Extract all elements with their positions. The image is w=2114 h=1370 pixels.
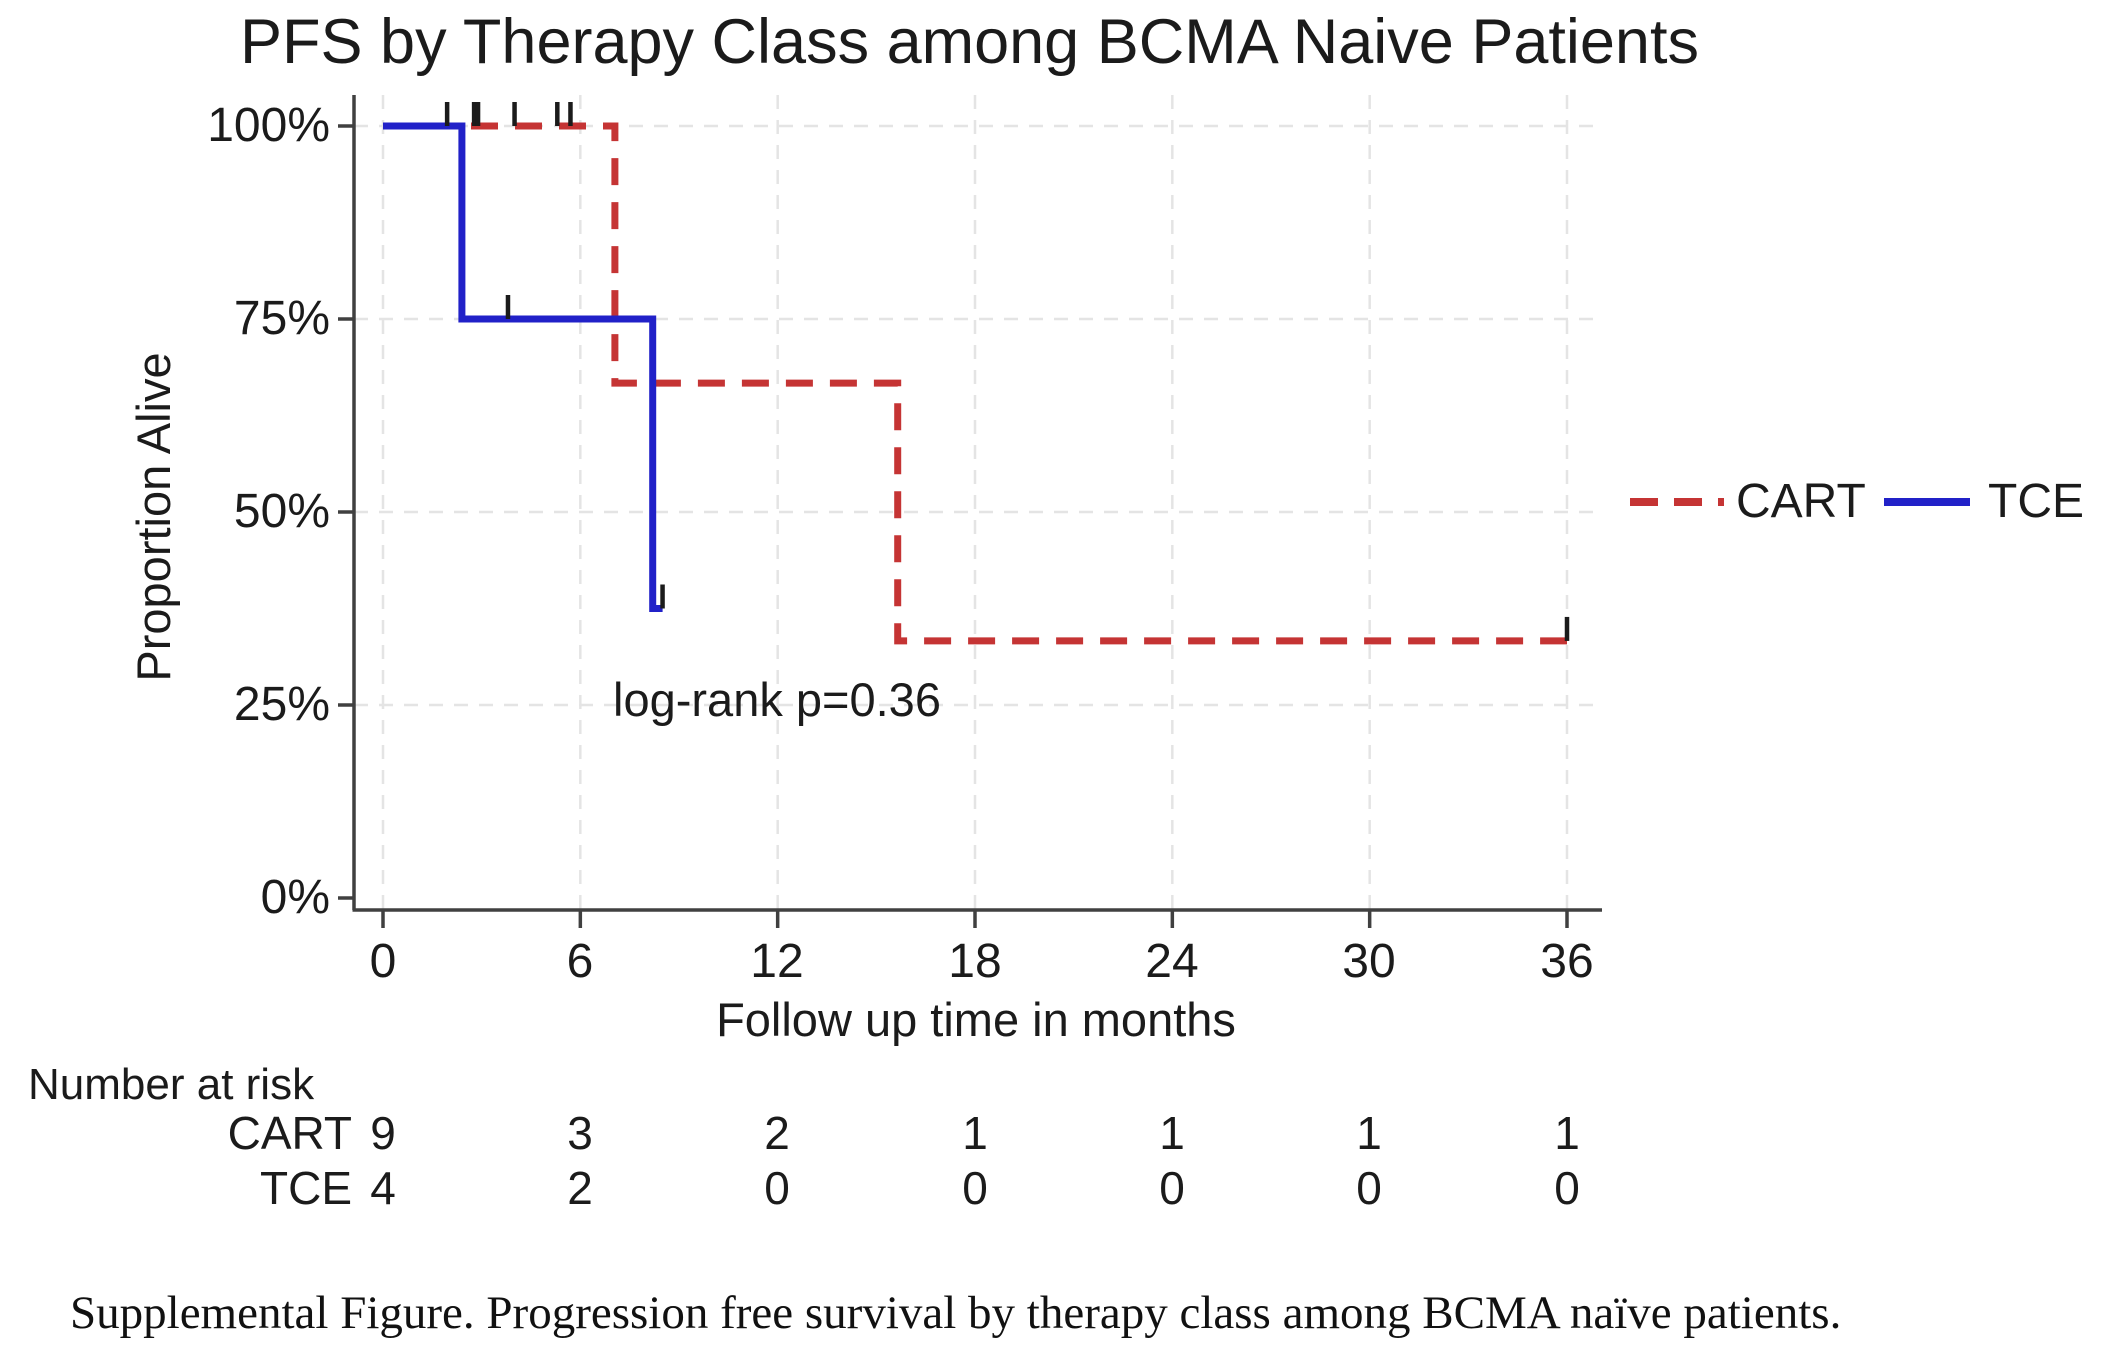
y-tick-label-75: 75% [233, 292, 330, 345]
y-tick-label-25: 25% [233, 678, 330, 731]
risk-tce-36: 0 [1554, 1162, 1580, 1214]
x-axis-title: Follow up time in months [716, 993, 1236, 1046]
risk-tce-24: 0 [1159, 1162, 1185, 1214]
risk-row-label-tce: TCE [260, 1162, 352, 1214]
log-rank-annotation: log-rank p=0.36 [613, 673, 941, 726]
y-tick-label-100: 100% [207, 99, 330, 152]
x-tick-label-18: 18 [948, 935, 1002, 988]
risk-cart-0: 9 [370, 1107, 396, 1159]
risk-tce-0: 4 [370, 1162, 396, 1214]
risk-tce-18: 0 [962, 1162, 988, 1214]
survival-curve-tce [383, 122, 663, 612]
x-tick-label-30: 30 [1342, 935, 1396, 988]
x-tick-label-6: 6 [566, 935, 594, 988]
y-tick-label-0: 0% [260, 871, 330, 924]
x-tick-label-0: 0 [369, 935, 397, 988]
risk-cart-6: 3 [567, 1107, 593, 1159]
risk-cart-24: 1 [1159, 1107, 1185, 1159]
risk-cart-18: 1 [962, 1107, 988, 1159]
y-axis-title: Proportion Alive [127, 352, 180, 682]
legend-swatch-cart-dashed-line [1630, 498, 1724, 506]
legend-label-tce: TCE [1988, 475, 2084, 528]
risk-tce-30: 0 [1356, 1162, 1382, 1214]
legend-swatch-tce-solid-line [1884, 498, 1970, 506]
x-tick-label-12: 12 [750, 935, 804, 988]
risk-table-header: Number at risk [28, 1060, 315, 1109]
risk-cart-12: 2 [764, 1107, 790, 1159]
legend-label-cart: CART [1736, 475, 1866, 528]
risk-tce-12: 0 [764, 1162, 790, 1214]
risk-tce-6: 2 [567, 1162, 593, 1214]
figure-caption: Supplemental Figure. Progression free su… [70, 1287, 1842, 1339]
risk-row-label-cart: CART [227, 1107, 352, 1159]
y-tick-label-50: 50% [233, 485, 330, 538]
x-tick-label-36: 36 [1540, 935, 1594, 988]
risk-cart-36: 1 [1554, 1107, 1580, 1159]
risk-cart-30: 1 [1356, 1107, 1382, 1159]
survival-curve-cart [383, 122, 1567, 645]
x-tick-label-24: 24 [1145, 935, 1199, 988]
chart-title: PFS by Therapy Class among BCMA Naive Pa… [240, 7, 1699, 77]
